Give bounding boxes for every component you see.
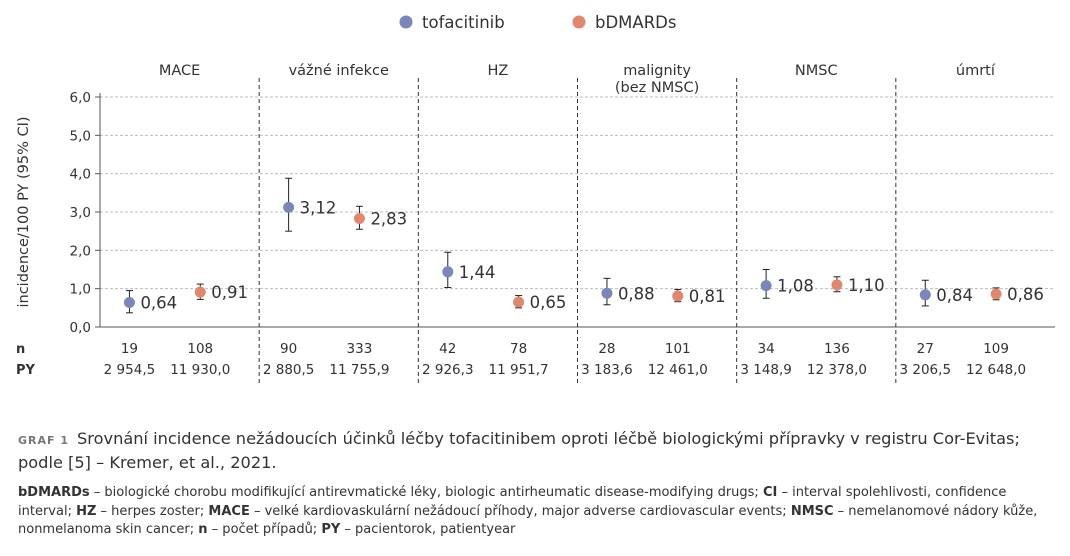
data-point-tofacitinib [601, 287, 613, 299]
note-definition: – počet případů; [207, 522, 322, 537]
value-label-bdmards: 0,65 [530, 293, 567, 312]
note-term: NMSC [790, 503, 834, 519]
py-value: 11 951,7 [489, 362, 549, 378]
panel-title: HZ [487, 63, 508, 79]
value-label-tofacitinib: 1,44 [459, 263, 496, 282]
data-point-bdmards [672, 290, 684, 302]
caption-number: GRAF 1 [18, 434, 70, 447]
py-value: 11 755,9 [329, 362, 389, 378]
panel-title: NMSC [795, 63, 838, 79]
n-value: 101 [665, 341, 691, 357]
value-label-tofacitinib: 0,84 [936, 286, 973, 305]
data-point-tofacitinib [919, 289, 931, 301]
row-label-py: PY [16, 363, 36, 378]
panel-title: MACE [159, 63, 200, 79]
data-point-tofacitinib [442, 266, 454, 278]
y-tick-label: 5,0 [70, 128, 91, 144]
value-label-tofacitinib: 1,08 [777, 277, 814, 296]
py-value: 2 954,5 [104, 362, 156, 378]
row-label-n: n [16, 342, 25, 357]
n-value: 90 [280, 341, 297, 357]
note-definition: – interval spolehlivosti, confidence int… [18, 485, 1007, 519]
py-value: 12 378,0 [807, 362, 867, 378]
py-value: 12 461,0 [648, 362, 708, 378]
n-value: 108 [187, 341, 213, 357]
data-point-bdmards [353, 213, 365, 225]
value-label-bdmards: 0,86 [1007, 285, 1044, 304]
n-value: 78 [510, 341, 527, 357]
data-point-tofacitinib [283, 201, 295, 213]
value-label-tofacitinib: 3,12 [300, 198, 337, 217]
value-label-bdmards: 0,91 [211, 283, 248, 302]
n-value: 27 [917, 341, 934, 357]
data-point-tofacitinib [123, 296, 135, 308]
legend-label-bdmards: bDMARDs [595, 13, 676, 32]
py-value: 12 648,0 [966, 362, 1026, 378]
panel-title-line2: (bez NMSC) [615, 80, 699, 96]
value-label-tofacitinib: 0,64 [140, 293, 177, 312]
note-definition: – nemelanomové nádory kůže, nonmelanoma … [18, 503, 1038, 538]
y-tick-label: 4,0 [70, 167, 91, 183]
y-tick-label: 3,0 [70, 205, 91, 221]
n-value: 34 [758, 341, 775, 357]
note-definition: – herpes zoster; [96, 503, 209, 519]
note-definition: – pacientorok, patientyear [340, 522, 516, 537]
py-value: 2 880,5 [263, 362, 315, 378]
note-term: n [198, 522, 208, 537]
py-value: 11 930,0 [170, 362, 230, 378]
py-value: 3 148,9 [740, 362, 792, 378]
legend-marker-tofacitinib [399, 15, 413, 29]
value-label-bdmards: 1,10 [848, 276, 885, 295]
n-value: 19 [121, 341, 138, 357]
panel-title: vážné infekce [289, 63, 389, 79]
note-term: CI [762, 485, 778, 500]
data-point-bdmards [513, 296, 525, 308]
n-value: 333 [347, 341, 373, 357]
n-value: 136 [824, 341, 850, 357]
value-label-tofacitinib: 0,88 [618, 284, 655, 303]
panel-title: malignity [623, 63, 691, 79]
note-term: HZ [76, 503, 97, 519]
n-value: 42 [439, 341, 456, 357]
note-term: bDMARDs [18, 485, 90, 500]
data-point-bdmards [194, 286, 206, 298]
y-tick-label: 6,0 [70, 90, 91, 106]
panel-title: úmrtí [956, 63, 996, 79]
y-tick-label: 2,0 [70, 243, 91, 259]
note-definition: – biologické chorobu modifikující antire… [89, 485, 763, 500]
data-point-tofacitinib [760, 280, 772, 292]
note-term: PY [321, 522, 341, 537]
note-definition: – velké kardiovaskulární nežádoucí přího… [249, 503, 791, 519]
value-label-bdmards: 0,81 [689, 287, 726, 306]
y-tick-label: 1,0 [70, 282, 91, 298]
incidence-chart: tofacitinib bDMARDs 0,0 1,0 2,0 3,0 4,0 5,0 6,0 i… [16, 13, 1055, 384]
data-point-bdmards [831, 279, 843, 291]
data-point-bdmards [990, 288, 1002, 300]
caption-text: Srovnání incidence nežádoucích účinků lé… [18, 429, 1020, 472]
n-value: 28 [598, 341, 615, 357]
py-value: 2 926,3 [422, 362, 474, 378]
figure-caption: GRAF 1 Srovnání incidence nežádoucích úči… [18, 428, 1058, 474]
value-label-bdmards: 2,83 [370, 210, 407, 229]
abbreviation-notes: bDMARDs – biologické chorobu modifikujíc… [18, 484, 1063, 540]
py-value: 3 206,5 [900, 362, 952, 378]
py-value: 3 183,6 [581, 362, 633, 378]
y-tick-label: 0,0 [70, 320, 91, 336]
y-axis-label: incidence/100 PY (95% CI) [16, 116, 32, 307]
n-value: 109 [983, 341, 1009, 357]
note-term: MACE [208, 503, 250, 519]
legend-marker-bdmards [572, 15, 586, 29]
legend-label-tofacitinib: tofacitinib [422, 13, 505, 32]
